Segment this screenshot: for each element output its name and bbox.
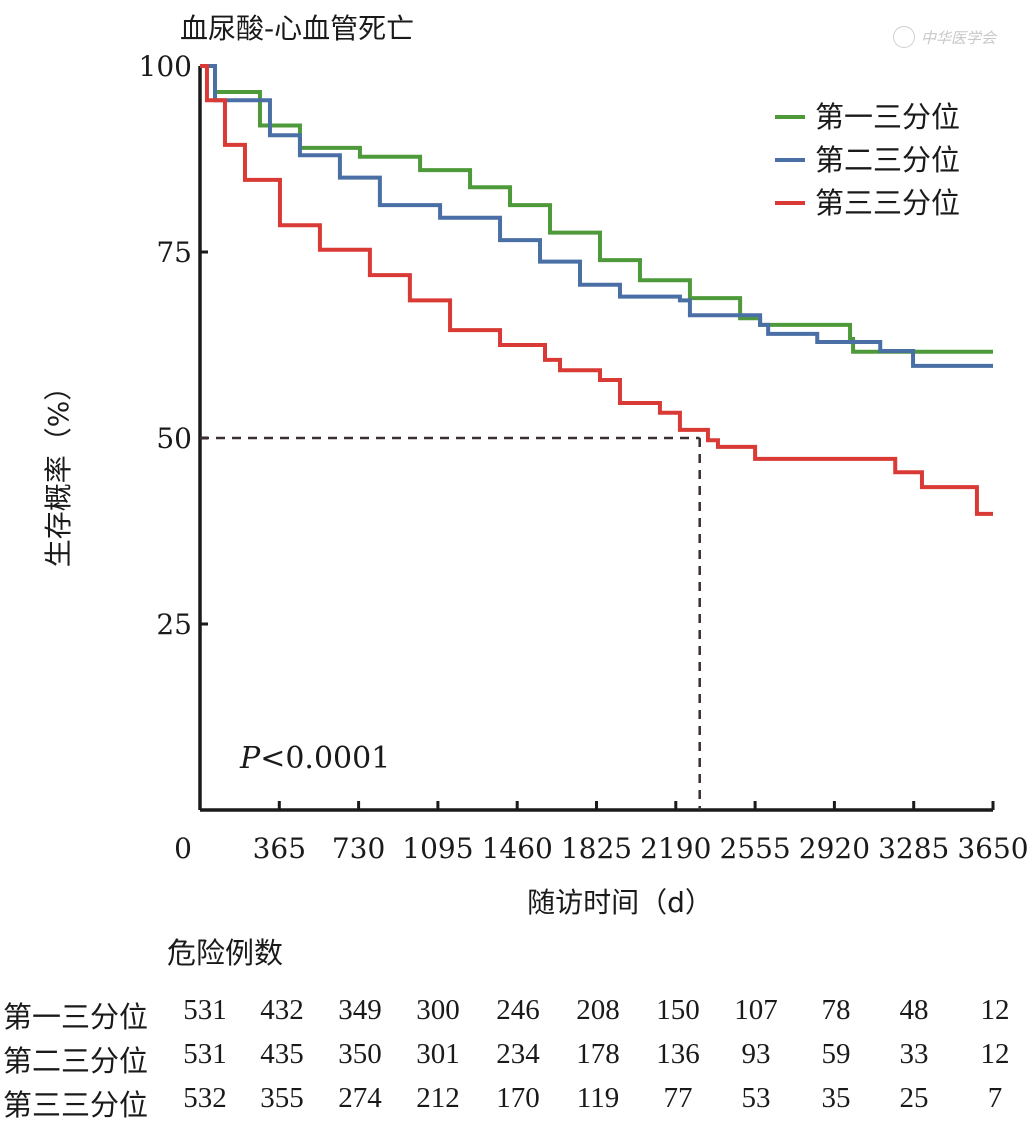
x-tick-label: 3285 <box>878 832 949 865</box>
x-tick-label: 3650 <box>957 832 1028 865</box>
p-label: P <box>239 741 261 776</box>
x-axis: 0 365 730 1095 1460 1825 2190 2555 2920 3285 3650 <box>174 801 1029 865</box>
publisher-watermark: 中华医学会 <box>893 20 1033 54</box>
risk-table-cell: 25 <box>899 1082 929 1114</box>
risk-table-cell: 208 <box>576 994 620 1026</box>
risk-table-title: 危险例数 <box>167 936 284 970</box>
x-tick-label: 730 <box>332 832 385 865</box>
risk-table-cell: 78 <box>821 994 851 1026</box>
risk-table-cell: 301 <box>416 1038 460 1070</box>
y-axis-label: 生存概率（%） <box>42 373 75 568</box>
x-tick-label: 2555 <box>719 832 790 865</box>
watermark-text: 中华医学会 <box>921 28 997 47</box>
risk-table-cell: 531 <box>183 994 227 1026</box>
risk-table-row: 第三三分位 532 355 274 212 170 119 77 53 35 25 7 <box>0 1082 1033 1126</box>
risk-table-cell: 7 <box>987 1082 1003 1114</box>
median-survival-lines <box>200 436 701 810</box>
survival-curves <box>200 64 993 516</box>
x-tick-label: 2920 <box>799 832 870 865</box>
y-axis: 25 50 75 100 <box>139 50 208 810</box>
publisher-logo-icon <box>893 26 915 48</box>
survival-curve-2 <box>200 64 993 368</box>
risk-table-cell: 33 <box>899 1038 929 1070</box>
risk-table-cell: 59 <box>821 1038 851 1070</box>
y-tick-label: 100 <box>139 50 192 83</box>
survival-curve-3 <box>200 64 993 516</box>
risk-table-cell: 349 <box>338 994 382 1026</box>
risk-table-cell: 136 <box>656 1038 700 1070</box>
risk-table-cell: 107 <box>734 994 778 1026</box>
y-tick-label: 50 <box>156 422 192 455</box>
x-axis-label: 随访时间（d） <box>527 886 713 919</box>
risk-table-cell: 532 <box>183 1082 227 1114</box>
chart-title: 血尿酸-心血管死亡 <box>180 12 414 45</box>
y-tick-label: 75 <box>156 236 192 269</box>
risk-table-cell: 48 <box>899 994 929 1026</box>
risk-table-cell: 77 <box>663 1082 693 1114</box>
risk-table-cell: 12 <box>980 994 1010 1026</box>
legend-label-2: 第二三分位 <box>815 143 960 177</box>
x-tick-label: 1460 <box>482 832 553 865</box>
risk-row-label: 第一三分位 <box>3 1000 149 1034</box>
risk-table-cell: 355 <box>260 1082 304 1114</box>
risk-table-row: 第二三分位 531 435 350 301 234 178 136 93 59 33 12 <box>0 1038 1033 1082</box>
p-value-text: <0.0001 <box>260 741 390 776</box>
risk-table-cell: 274 <box>338 1082 382 1114</box>
risk-row-label: 第二三分位 <box>3 1044 149 1078</box>
x-tick-label: 1095 <box>402 832 473 865</box>
risk-table-cell: 246 <box>496 994 540 1026</box>
risk-table-cell: 170 <box>496 1082 540 1114</box>
risk-table-cell: 12 <box>980 1038 1010 1070</box>
risk-table-cell: 53 <box>741 1082 771 1114</box>
risk-table-cell: 35 <box>821 1082 851 1114</box>
risk-table-cell: 350 <box>338 1038 382 1070</box>
risk-table-cell: 212 <box>416 1082 460 1114</box>
x-tick-label: 2190 <box>640 832 711 865</box>
risk-table-cell: 150 <box>656 994 700 1026</box>
risk-row-label: 第三三分位 <box>3 1088 149 1122</box>
legend-label-3: 第三三分位 <box>815 186 960 220</box>
risk-table-cell: 119 <box>576 1082 620 1114</box>
x-tick-label: 1825 <box>561 832 632 865</box>
risk-table-cell: 531 <box>183 1038 227 1070</box>
risk-table-cell: 93 <box>741 1038 771 1070</box>
x-tick-label: 365 <box>253 832 306 865</box>
y-tick-label: 25 <box>156 608 192 641</box>
p-value-annotation: P<0.0001 <box>239 741 390 776</box>
risk-table-cell: 435 <box>260 1038 304 1070</box>
x-tick-label: 0 <box>174 832 192 865</box>
risk-table-cell: 432 <box>260 994 304 1026</box>
risk-table-cell: 300 <box>416 994 460 1026</box>
risk-table-cell: 234 <box>496 1038 540 1070</box>
risk-table-row: 第一三分位 531 432 349 300 246 208 150 107 78 48 12 <box>0 994 1033 1038</box>
risk-table-cell: 178 <box>576 1038 620 1070</box>
legend-label-1: 第一三分位 <box>815 100 960 134</box>
